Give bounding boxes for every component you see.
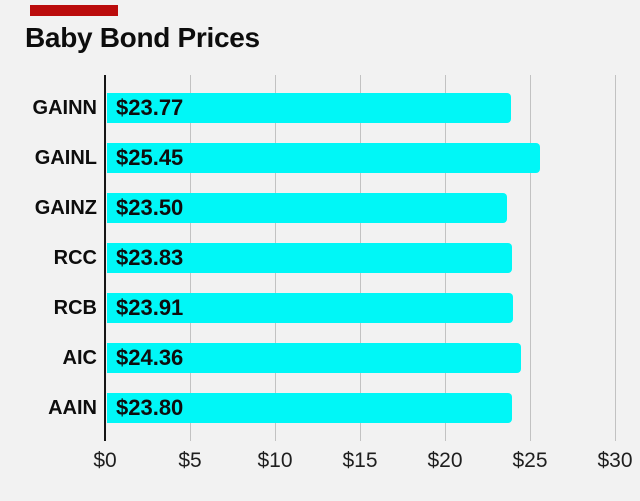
x-tick-label: $25: [512, 449, 548, 472]
bar: $23.77: [107, 93, 512, 123]
gridline: [530, 75, 531, 441]
category-label: AAIN: [48, 396, 97, 419]
bar-value-label: $23.91: [116, 295, 184, 320]
category-label: GAINZ: [34, 196, 97, 219]
gridline: [615, 75, 616, 441]
x-tick-label: $30: [597, 449, 633, 472]
category-label: RCC: [53, 246, 97, 269]
y-axis-line: [104, 75, 106, 441]
plot-area: $23.77 $25.45 $23.50 $23.83 $23.91 $24.36 $23.…: [104, 75, 616, 441]
bar: $24.36: [107, 343, 522, 373]
category-label: GAINL: [34, 146, 97, 169]
bar: $23.80: [107, 393, 512, 423]
chart-title: Baby Bond Prices: [25, 22, 260, 53]
bar-value-label: $23.83: [116, 245, 184, 270]
bar-value-label: $23.77: [116, 95, 184, 120]
bar: $23.91: [107, 293, 514, 323]
bar: $23.83: [107, 243, 513, 273]
bar-value-label: $23.50: [116, 195, 184, 220]
x-tick-label: $0: [93, 449, 117, 472]
bar-value-label: $23.80: [116, 395, 184, 420]
x-tick-label: $15: [342, 449, 378, 472]
x-tick-label: $5: [178, 449, 202, 472]
red-marker: [30, 5, 118, 16]
bar: $23.50: [107, 193, 507, 223]
bar-value-label: $24.36: [116, 345, 184, 370]
category-label: RCB: [53, 296, 97, 319]
x-tick-label: $20: [427, 449, 463, 472]
bar: $25.45: [107, 143, 540, 173]
category-label: GAINN: [32, 96, 97, 119]
x-tick-label: $10: [257, 449, 293, 472]
bar-value-label: $25.45: [116, 145, 184, 170]
category-label: AIC: [62, 346, 97, 369]
